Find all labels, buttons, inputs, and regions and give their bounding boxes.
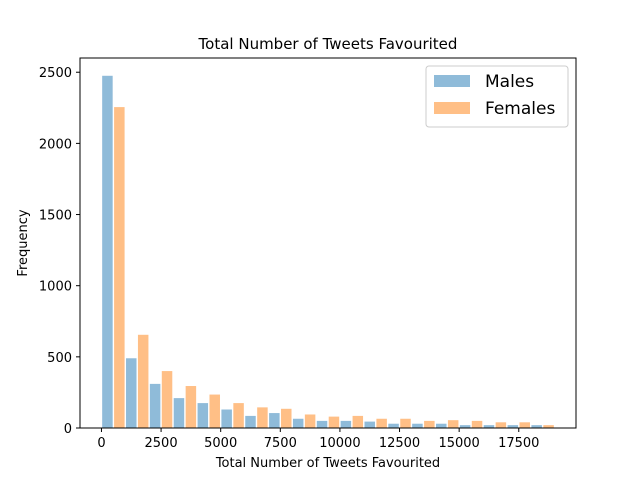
bar-females-10: [352, 415, 364, 428]
chart-title: Total Number of Tweets Favourited: [198, 35, 458, 53]
x-tick-label: 2500: [145, 436, 178, 451]
bar-females-2: [161, 371, 173, 428]
x-tick-label: 0: [97, 436, 105, 451]
bar-females-0: [114, 107, 125, 428]
y-axis-label: Frequency: [16, 209, 31, 276]
y-tick-label: 2500: [39, 66, 72, 81]
bar-females-16: [495, 422, 507, 428]
bar-males-5: [221, 409, 232, 428]
bars-group: [102, 75, 554, 429]
plot-frame: [79, 57, 577, 429]
bar-males-18: [531, 425, 542, 428]
bar-females-1: [137, 334, 149, 428]
y-tick-label: 0: [64, 422, 72, 437]
bar-males-4: [197, 403, 209, 428]
bar-females-5: [233, 403, 244, 428]
bar-females-4: [209, 394, 220, 428]
bar-females-13: [424, 420, 435, 428]
legend-swatch-males: [434, 75, 470, 87]
bar-males-10: [340, 420, 352, 428]
bar-females-15: [471, 420, 483, 428]
bar-females-17: [519, 422, 530, 428]
bar-females-18: [543, 425, 554, 428]
bar-females-12: [400, 418, 411, 428]
bar-males-12: [388, 423, 399, 428]
y-tick-label: 2000: [39, 137, 72, 152]
bar-males-3: [173, 398, 185, 428]
y-tick-label: 500: [47, 351, 72, 366]
bar-males-9: [316, 420, 328, 428]
x-tick-label: 12500: [379, 436, 420, 451]
bar-females-9: [328, 416, 340, 428]
bar-females-14: [447, 420, 459, 428]
x-tick-label: 7500: [264, 436, 297, 451]
y-tick-label: 1000: [39, 280, 72, 295]
y-tick-label: 1500: [39, 209, 72, 224]
bar-males-7: [269, 413, 280, 428]
bar-females-11: [376, 418, 387, 428]
bar-males-11: [364, 421, 375, 428]
y-axis-ticks: 0 500 1000 1500 2000 2500: [39, 66, 80, 437]
bar-males-8: [292, 418, 304, 428]
legend: Males Females: [425, 65, 569, 128]
legend-label-males: Males: [485, 72, 534, 92]
bar-males-14: [436, 423, 447, 428]
x-tick-label: 5000: [204, 436, 237, 451]
bar-males-0: [102, 75, 113, 429]
legend-label-females: Females: [485, 99, 555, 119]
bar-males-17: [507, 425, 519, 428]
bar-males-15: [459, 425, 471, 428]
legend-swatch-females: [434, 102, 470, 114]
x-tick-label: 15000: [438, 436, 479, 451]
bar-females-6: [257, 407, 268, 428]
bar-females-3: [185, 386, 197, 428]
bar-females-8: [304, 414, 316, 428]
bar-males-1: [126, 358, 137, 428]
bar-males-2: [149, 383, 161, 428]
x-axis-ticks: 0 2500 5000 7500 10000 12500 15000 17500: [97, 428, 539, 451]
bar-males-13: [412, 423, 423, 428]
bar-males-16: [483, 425, 495, 428]
bar-males-6: [245, 415, 256, 428]
x-tick-label: 10000: [319, 436, 360, 451]
x-tick-label: 17500: [498, 436, 539, 451]
bar-females-7: [281, 408, 292, 428]
x-axis-label: Total Number of Tweets Favourited: [215, 456, 440, 471]
